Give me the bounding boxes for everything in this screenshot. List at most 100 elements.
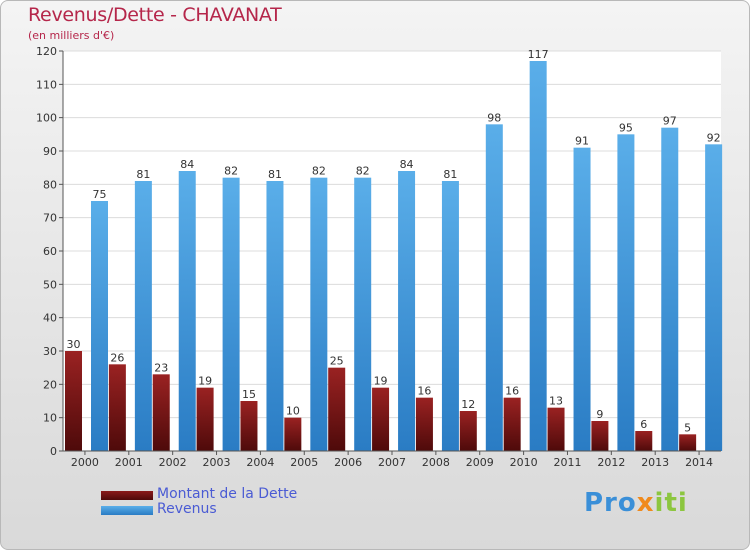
revenue-value-label: 92 [707,131,721,144]
debt-value-label: 9 [596,408,603,421]
debt-bar [415,397,433,451]
revenue-bar [573,147,591,451]
legend-swatch-revenue [101,506,153,515]
debt-value-label: 19 [374,375,388,388]
debt-value-label: 10 [286,405,300,418]
x-tick-label: 2008 [422,456,450,469]
x-tick-label: 2002 [159,456,187,469]
x-tick-label: 2000 [71,456,99,469]
revenue-bar [661,127,679,452]
y-tick-label: 120 [36,45,57,58]
revenue-bar [310,177,328,451]
y-tick-label: 110 [36,78,57,91]
debt-value-label: 15 [242,388,256,401]
chart-title: Revenus/Dette - CHAVANAT [28,4,282,26]
grid-layer [63,50,721,452]
y-tick-label: 10 [43,412,57,425]
revenue-value-label: 98 [487,111,501,124]
revenue-bar [178,171,196,451]
debt-value-label: 16 [417,385,431,398]
revenue-value-label: 82 [356,165,370,178]
debt-value-label: 19 [198,375,212,388]
x-tick-label: 2012 [597,456,625,469]
debt-bar [152,374,170,451]
revenue-value-label: 81 [136,168,150,181]
logo-part-2: x [636,488,655,518]
chart-subtitle: (en milliers d'€) [28,29,115,42]
revenue-value-label: 81 [268,168,282,181]
x-tick-label: 2001 [115,456,143,469]
y-tick-label: 40 [43,312,57,325]
y-tick-label: 90 [43,145,57,158]
revenue-bar [91,201,108,451]
x-tick-label: 2004 [246,456,274,469]
debt-bar [635,431,653,451]
debt-bar [284,417,302,451]
debt-bar [503,397,521,451]
y-tick-label: 70 [43,212,57,225]
legend-swatch-debt [101,491,153,500]
x-tick-label: 2009 [466,456,494,469]
debt-value-label: 6 [640,418,647,431]
debt-value-label: 5 [684,421,691,434]
x-tick-label: 2014 [685,456,713,469]
y-tick-label: 80 [43,178,57,191]
revenue-bar [354,177,372,451]
revenue-bar [266,181,284,451]
axis-layer: 0 10 20 30 40 50 60 70 80 90 100 110 120 2000 2001 2002… [36,45,721,469]
x-tick-label: 2007 [378,456,406,469]
logo-part-1: Pro [584,488,637,518]
debt-bar [547,407,565,451]
revenue-bar [485,124,503,451]
revenue-bar [529,61,547,451]
debt-bar [459,411,477,451]
debt-value-label: 26 [110,351,124,364]
debt-bar [196,387,214,451]
debt-bar [372,387,390,451]
debt-value-label: 16 [505,385,519,398]
x-tick-label: 2005 [290,456,318,469]
revenue-value-label: 117 [528,48,549,61]
x-tick-label: 2011 [553,456,581,469]
bars-layer: 30 75 26 81 23 84 19 82 15 81 10 82 25 82 19 84 16 81 12 98… [65,48,723,452]
revenue-value-label: 84 [400,158,414,171]
revenue-value-label: 75 [93,188,107,201]
revenue-bar [617,134,635,452]
x-tick-label: 2010 [510,456,538,469]
x-tick-label: 2013 [641,456,669,469]
revenue-value-label: 81 [443,168,457,181]
y-tick-label: 20 [43,378,57,391]
debt-value-label: 12 [461,398,475,411]
revenue-bar [441,181,459,451]
debt-value-label: 30 [67,338,81,351]
debt-bar [591,421,609,451]
revenue-bar [222,177,240,451]
debt-bar [679,434,697,451]
revenue-value-label: 82 [224,165,238,178]
y-tick-label: 50 [43,278,57,291]
debt-bar [240,401,258,451]
x-tick-label: 2006 [334,456,362,469]
y-tick-label: 0 [50,445,57,458]
legend-label-revenue: Revenus [157,501,217,517]
revenue-value-label: 91 [575,135,589,148]
y-tick-label: 30 [43,345,57,358]
debt-value-label: 25 [330,355,344,368]
y-tick-label: 60 [43,245,57,258]
legend-label-debt: Montant de la Dette [157,486,298,502]
proxiti-logo[interactable]: Proxiti [584,488,688,518]
revenue-bar [705,144,723,452]
revenue-value-label: 82 [312,165,326,178]
revenue-value-label: 95 [619,121,633,134]
debt-bar [328,367,346,451]
revenue-bar [134,181,152,451]
y-tick-label: 100 [36,112,57,125]
revenue-bar [398,171,416,451]
debt-value-label: 13 [549,395,563,408]
debt-value-label: 23 [154,361,168,374]
revenue-value-label: 97 [663,115,677,128]
x-tick-label: 2003 [203,456,231,469]
debt-bar [108,364,126,451]
